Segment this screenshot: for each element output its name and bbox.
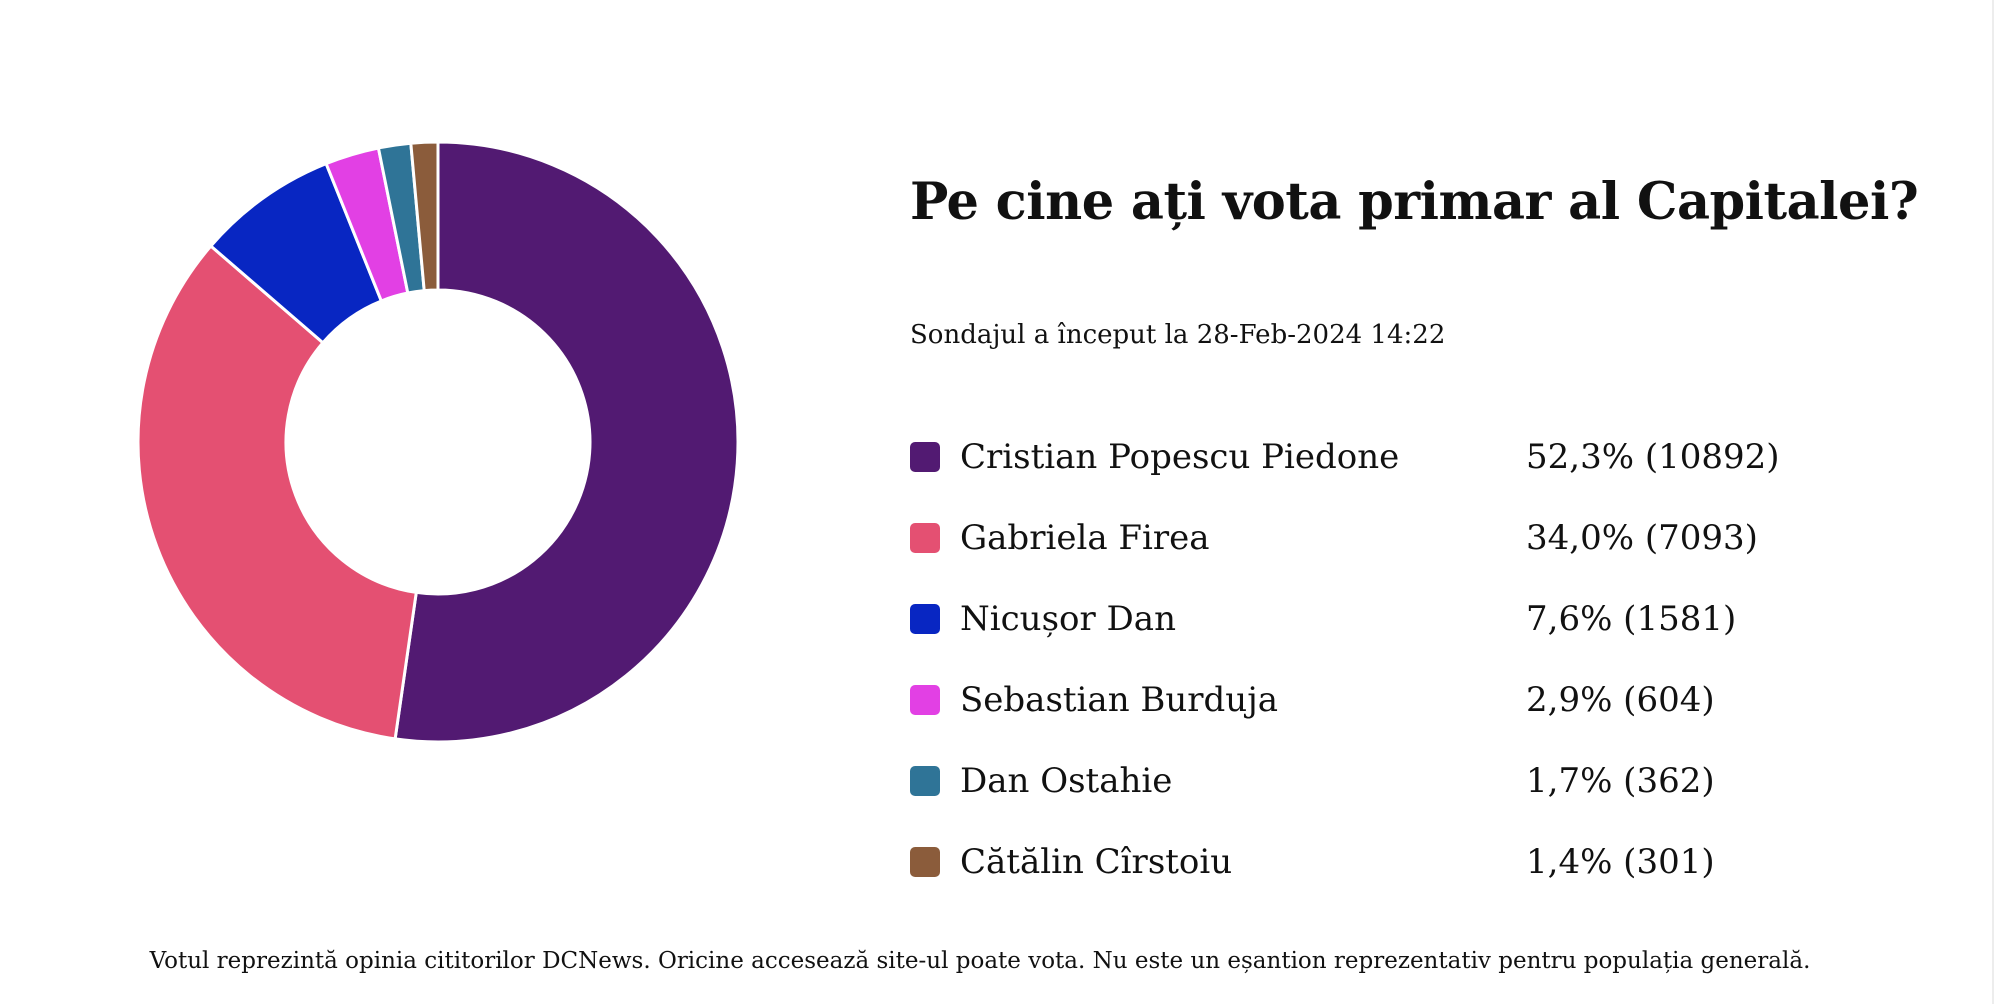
legend-item[interactable]: Sebastian Burduja 2,9% (604) (910, 671, 1810, 752)
poll-title: Pe cine ați vota primar al Capitalei? (910, 172, 1919, 232)
legend-swatch (910, 442, 940, 472)
legend-swatch (910, 766, 940, 796)
donut-chart (136, 140, 740, 744)
legend-swatch (910, 847, 940, 877)
legend-item[interactable]: Dan Ostahie 1,7% (362) (910, 752, 1810, 833)
legend-swatch (910, 685, 940, 715)
donut-slice-6[interactable] (409, 140, 440, 293)
legend-candidate-result: 34,0% (7093) (1526, 518, 1758, 558)
legend-candidate-result: 52,3% (10892) (1526, 437, 1780, 477)
legend: Cristian Popescu Piedone 52,3% (10892) Gab… (910, 428, 1810, 914)
legend-swatch (910, 604, 940, 634)
donut-slice-1[interactable] (393, 140, 740, 744)
poll-start-date: Sondajul a început la 28-Feb-2024 14:22 (910, 320, 1446, 350)
legend-candidate-name: Gabriela Firea (960, 518, 1210, 558)
legend-candidate-name: Cătălin Cîrstoiu (960, 842, 1233, 882)
legend-candidate-result: 1,4% (301) (1526, 842, 1715, 882)
legend-item[interactable]: Cătălin Cîrstoiu 1,4% (301) (910, 833, 1810, 914)
legend-candidate-name: Nicușor Dan (960, 599, 1176, 639)
legend-candidate-name: Dan Ostahie (960, 761, 1173, 801)
page-edge-divider (1992, 0, 1994, 1004)
legend-item[interactable]: Nicușor Dan 7,6% (1581) (910, 590, 1810, 671)
legend-candidate-name: Cristian Popescu Piedone (960, 437, 1400, 477)
legend-swatch (910, 523, 940, 553)
legend-item[interactable]: Cristian Popescu Piedone 52,3% (10892) (910, 428, 1810, 509)
legend-candidate-name: Sebastian Burduja (960, 680, 1279, 720)
donut-slice-2[interactable] (136, 243, 418, 741)
legend-item[interactable]: Gabriela Firea 34,0% (7093) (910, 509, 1810, 590)
legend-candidate-result: 1,7% (362) (1526, 761, 1715, 801)
legend-candidate-result: 7,6% (1581) (1526, 599, 1737, 639)
legend-candidate-result: 2,9% (604) (1526, 680, 1715, 720)
poll-disclaimer: Votul reprezintă opinia cititorilor DCNe… (149, 948, 1811, 974)
